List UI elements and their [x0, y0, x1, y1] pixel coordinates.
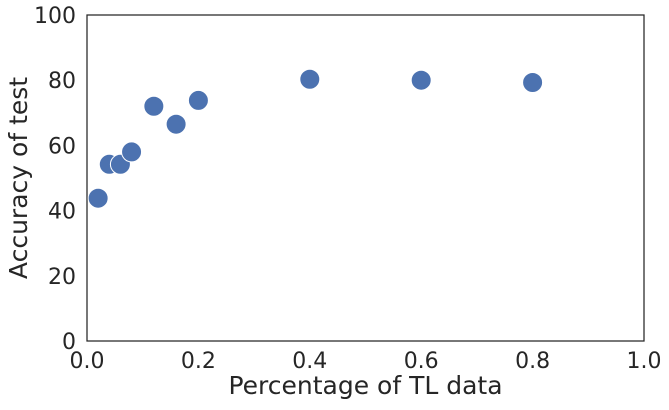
- x-axis-label: Percentage of TL data: [228, 371, 502, 400]
- x-tick-label: 0.0: [70, 349, 105, 374]
- data-point-0-8: [410, 69, 432, 91]
- x-tick-label: 0.8: [515, 349, 550, 374]
- y-tick-label: 40: [48, 200, 76, 225]
- y-tick-label: 0: [62, 330, 76, 355]
- data-point-0-3: [121, 141, 143, 163]
- data-point-0-4: [143, 95, 165, 117]
- data-point-0-5: [165, 113, 187, 135]
- x-tick-label: 0.2: [181, 349, 216, 374]
- x-tick-labels: 0.0 0.2 0.4 0.6 0.8 1.0: [70, 349, 662, 374]
- y-tick-label: 60: [48, 134, 76, 159]
- data-point-0-0: [87, 187, 109, 209]
- plot-frame: [86, 14, 645, 342]
- data-point-0-6: [187, 89, 209, 111]
- x-tick-label: 1.0: [627, 349, 662, 374]
- points-layer: [87, 68, 544, 209]
- y-tick-label: 100: [34, 4, 76, 29]
- x-tick-label: 0.4: [292, 349, 327, 374]
- data-point-0-7: [299, 68, 321, 90]
- y-tick-labels: 0 20 40 60 80 100: [34, 4, 76, 355]
- data-point-0-9: [522, 71, 544, 93]
- y-tick-label: 20: [48, 265, 76, 290]
- y-axis-label: Accuracy of test: [4, 77, 33, 279]
- x-tick-label: 0.6: [404, 349, 439, 374]
- y-tick-label: 80: [48, 69, 76, 94]
